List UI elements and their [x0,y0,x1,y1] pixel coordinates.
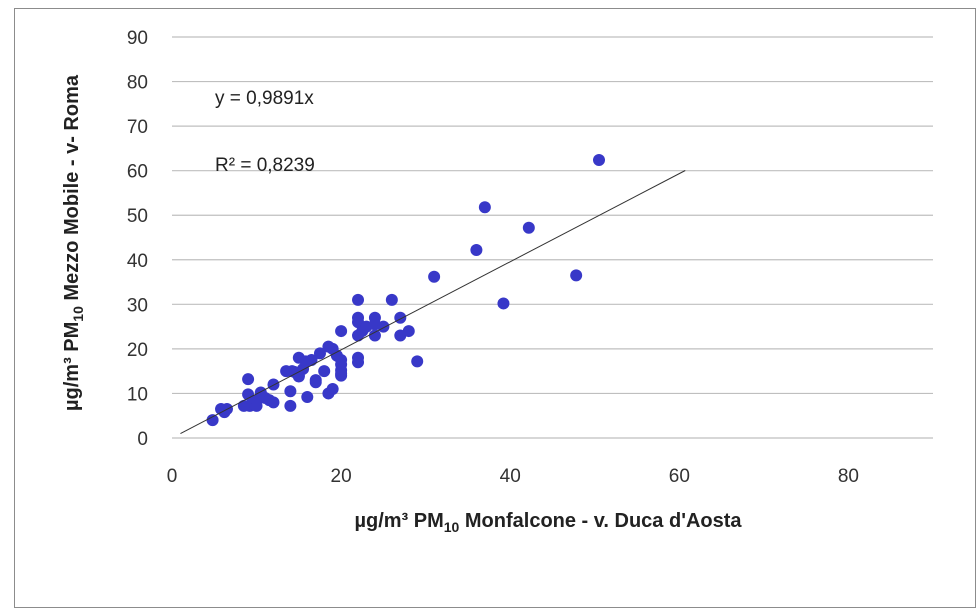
y-tick-label: 70 [127,117,148,138]
data-point [411,355,424,368]
y-tick-label: 10 [127,384,148,405]
data-point [593,153,606,166]
y-axis-title: µg/m³ PM10 Mezzo Mobile - v- Roma [61,74,86,411]
y-tick-label: 60 [127,162,148,183]
data-point [497,297,510,310]
data-point [318,365,331,378]
data-point [326,382,339,395]
scatter-chart: 0 10 20 30 40 50 60 70 80 90 0 20 40 60 80 y = 0,9891… [61,28,933,535]
data-point [470,243,483,256]
data-point [335,325,348,338]
data-point [305,354,318,367]
x-axis-title: µg/m³ PM10 Monfalcone - v. Duca d'Aosta [354,510,742,535]
data-point [522,221,535,234]
data-point [428,270,441,283]
data-point [206,414,219,427]
y-tick-label: 50 [127,206,148,227]
x-tick-label: 80 [838,466,859,487]
data-point [335,367,348,380]
equation-label: y = 0,9891x [215,88,314,109]
x-tick-labels: 0 20 40 60 80 [167,466,859,487]
data-point [377,320,390,333]
data-point [284,399,297,412]
r-squared-label: R² = 0,8239 [215,155,315,176]
x-tick-label: 40 [500,466,521,487]
data-point [385,293,398,306]
y-tick-labels: 0 10 20 30 40 50 60 70 80 90 [127,28,148,450]
y-tick-label: 90 [127,28,148,49]
data-point [309,376,322,389]
data-point [267,378,280,391]
y-tick-label: 30 [127,295,148,316]
y-tick-label: 80 [127,73,148,94]
y-tick-label: 40 [127,251,148,272]
x-tick-label: 60 [669,466,690,487]
data-point [242,373,255,386]
data-point [267,396,280,409]
data-point [284,385,297,398]
data-point [313,347,326,360]
data-point [394,311,407,324]
x-tick-label: 0 [167,466,178,487]
trendline [180,170,686,435]
data-point [478,201,491,214]
data-point [368,329,381,342]
data-point [402,325,415,338]
data-point [301,391,314,404]
data-point [352,293,365,306]
y-tick-label: 0 [137,429,148,450]
data-point [352,351,365,364]
data-point [570,269,583,282]
grid-lines [172,36,933,395]
x-tick-label: 20 [331,466,352,487]
y-tick-label: 20 [127,340,148,361]
data-points [206,153,606,427]
